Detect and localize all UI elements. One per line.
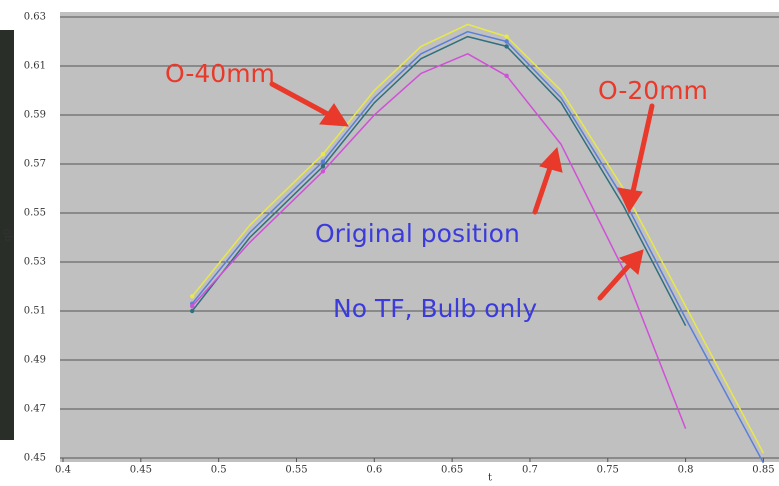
photo-strip [0,30,14,440]
point [189,308,195,314]
annotation: Original position [315,219,520,248]
y-tick-label: 0.53 [24,257,46,268]
arrow [532,159,555,215]
x-tick-label: 0.7 [522,465,538,476]
y-tick-label: 0.61 [24,61,46,72]
arrow [269,81,338,121]
point [504,34,509,39]
arrow-head [617,187,643,214]
y-tick-label: 0.51 [24,306,46,317]
point [189,303,195,309]
y-tick-label: 0.49 [24,355,46,366]
x-tick-label: 0.8 [678,465,694,476]
x-tick-label: 0.4 [55,465,71,476]
y-tick-label: 0.47 [24,404,46,415]
point [189,294,195,299]
x-tick-label: 0.45 [130,465,152,476]
series-line [191,30,765,464]
arrow [597,259,635,301]
x-tick-label: 0.6 [366,465,382,476]
annotation: O-40mm [165,59,275,88]
series-line [191,53,687,429]
arrow-head [319,103,349,127]
point [504,44,509,49]
x-tick-label: 0.55 [285,465,307,476]
point [504,73,509,79]
plot-area [60,12,779,462]
point [320,159,326,164]
series-line [191,35,687,327]
point [320,164,326,169]
y-tick-label: 0.55 [24,208,46,219]
annotation: No TF, Bulb only [333,294,537,323]
arrow-head [619,249,644,275]
arrow-head [539,146,563,173]
arrows [269,81,655,301]
x-tick-label: 0.85 [752,465,774,476]
x-axis-label: t [488,473,492,484]
y-tick-label: 0.57 [24,159,46,170]
point [320,169,326,174]
y-tick-label: 0.63 [24,12,46,23]
x-tick-label: 0.65 [441,465,463,476]
x-tick-label: 0.75 [597,465,619,476]
point [320,152,326,157]
series-line [191,23,765,454]
arrow [629,103,655,199]
y-tick-label: 0.45 [24,453,46,464]
y-axis-label: q0 [3,229,14,242]
annotation: O-20mm [598,76,708,105]
point [504,39,509,44]
y-tick-label: 0.59 [24,110,46,121]
x-tick-label: 0.5 [211,465,227,476]
